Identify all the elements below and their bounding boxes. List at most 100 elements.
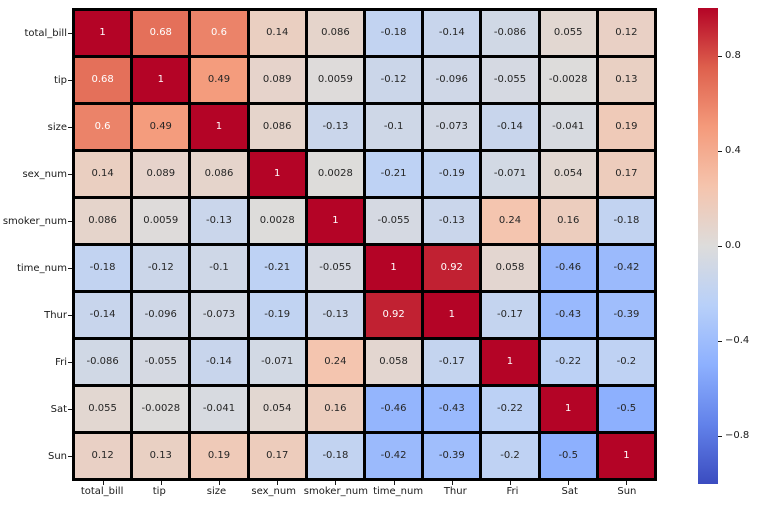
heatmap-cell: 0.49	[133, 105, 189, 149]
cell-value: -0.21	[264, 262, 291, 273]
heatmap-cell: 0.0028	[249, 199, 305, 243]
heatmap-cell: -0.21	[249, 246, 305, 290]
heatmap-cell: 0.24	[307, 340, 363, 384]
cell-value: -0.0028	[141, 403, 181, 414]
heatmap-cell: -0.43	[424, 387, 480, 431]
heatmap-cell: 1	[598, 434, 654, 478]
colorbar-tick-label: 0.4	[725, 144, 741, 156]
x-tick-label: Sun	[617, 486, 637, 497]
x-tick-label: Sat	[561, 486, 578, 497]
heatmap-cell: -0.18	[598, 199, 654, 243]
cell-value: 1	[390, 262, 397, 273]
heatmap-cell: -0.42	[598, 246, 654, 290]
cell-value: -0.086	[86, 356, 119, 367]
heatmap-cell: -0.17	[482, 293, 538, 337]
cell-value: -0.12	[380, 74, 407, 85]
heatmap-cell: -0.22	[482, 387, 538, 431]
cell-value: 0.13	[149, 450, 172, 461]
heatmap-cell: 1	[249, 152, 305, 196]
x-tick-label: time_num	[373, 486, 424, 497]
heatmap-cell: -0.21	[366, 152, 422, 196]
heatmap-cell: 0.49	[191, 58, 247, 102]
heatmap-cell: -0.12	[133, 246, 189, 290]
cell-value: 0.14	[266, 27, 289, 38]
heatmap-cell: 0.14	[75, 152, 131, 196]
cell-value: -0.12	[147, 262, 174, 273]
heatmap-cell: -0.2	[482, 434, 538, 478]
heatmap-cell: 0.058	[366, 340, 422, 384]
y-tick-label: time_num	[16, 262, 67, 274]
colorbar-tick-label: −0.8	[725, 430, 750, 442]
heatmap-cell: -0.1	[191, 246, 247, 290]
y-tick-mark	[68, 80, 72, 81]
heatmap-cell: 0.92	[366, 293, 422, 337]
cell-value: 0.0028	[317, 168, 353, 179]
heatmap-cell: 0.68	[75, 58, 131, 102]
heatmap-cell: -0.2	[598, 340, 654, 384]
heatmap-cell: 0.19	[598, 105, 654, 149]
cell-value: -0.13	[322, 121, 349, 132]
colorbar-tick-label: 0.8	[725, 49, 741, 61]
cell-value: -0.18	[380, 27, 407, 38]
cell-value: -0.071	[261, 356, 294, 367]
y-tick-mark	[68, 456, 72, 457]
cell-value: -0.43	[555, 309, 582, 320]
cell-value: -0.46	[555, 262, 582, 273]
heatmap-cell: 0.089	[133, 152, 189, 196]
heatmap-grid: 1 0.68 0.6 0.14 0.086 -0.18 -0.14 -0.086 0.055 0.…	[72, 8, 657, 481]
heatmap-cell: -0.14	[75, 293, 131, 337]
cell-value: 0.24	[324, 356, 347, 367]
heatmap-cell: 0.086	[75, 199, 131, 243]
cell-value: -0.0028	[548, 74, 588, 85]
cell-value: -0.073	[435, 121, 468, 132]
heatmap-cell: 0.12	[75, 434, 131, 478]
heatmap-cell: -0.46	[540, 246, 596, 290]
heatmap-cell: -0.073	[424, 105, 480, 149]
y-tick-mark	[68, 127, 72, 128]
cell-value: -0.14	[497, 121, 523, 132]
x-tick-mark	[219, 481, 220, 485]
x-tick-mark	[568, 481, 570, 485]
heatmap-cell: 0.054	[540, 152, 596, 196]
heatmap-cell: -0.055	[366, 199, 422, 243]
heatmap-cell: -0.42	[366, 434, 422, 478]
cell-value: -0.42	[613, 262, 640, 273]
colorbar-tick-mark	[718, 246, 722, 247]
cell-value: 0.6	[211, 27, 227, 38]
heatmap-cell: -0.0028	[540, 58, 596, 102]
heatmap-cell: 1	[366, 246, 422, 290]
cell-value: -0.13	[206, 215, 232, 226]
y-tick-mark	[68, 174, 72, 175]
cell-value: -0.1	[209, 262, 229, 273]
cell-value: 0.68	[149, 27, 172, 38]
colorbar-tick-mark	[718, 150, 722, 152]
x-tick-mark	[393, 481, 395, 485]
cell-value: -0.096	[144, 309, 177, 320]
cell-value: -0.14	[438, 27, 465, 38]
cell-value: -0.21	[380, 168, 407, 179]
cell-value: -0.1	[383, 121, 404, 132]
cell-value: -0.18	[613, 215, 640, 226]
x-tick-mark	[626, 481, 628, 485]
cell-value: 0.086	[262, 121, 292, 132]
heatmap-cell: 0.14	[249, 11, 305, 55]
cell-value: 0.24	[498, 215, 522, 226]
heatmap-cell: 0.17	[249, 434, 305, 478]
cell-value: -0.18	[89, 262, 116, 273]
heatmap-cell: -0.096	[424, 58, 480, 102]
cell-value: 0.0028	[259, 215, 295, 226]
cell-value: -0.39	[613, 309, 640, 320]
heatmap-cell: -0.055	[482, 58, 538, 102]
x-tick-label: tip	[152, 486, 166, 497]
heatmap-cell: 1	[540, 387, 596, 431]
cell-value: 1	[623, 450, 630, 461]
cell-value: -0.42	[380, 450, 407, 461]
heatmap-cell: 0.058	[482, 246, 538, 290]
y-tick-label: Sat	[50, 403, 67, 415]
x-tick-mark	[335, 481, 337, 485]
cell-value: -0.071	[493, 168, 527, 179]
heatmap-cell: -0.22	[540, 340, 596, 384]
cell-value: 0.17	[615, 168, 638, 179]
cell-value: -0.17	[438, 356, 465, 367]
